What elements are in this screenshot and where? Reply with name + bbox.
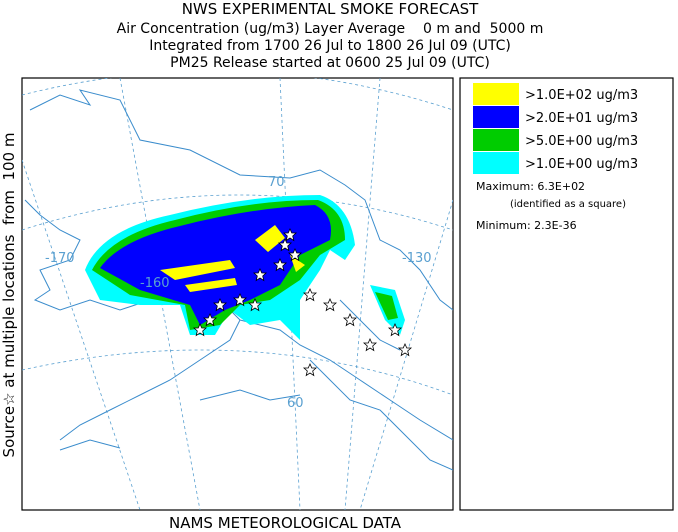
graticule-label: -170 xyxy=(45,251,75,266)
graticule-label: 70 xyxy=(268,175,285,190)
subtitle: Air Concentration (ug/m3) Layer Average … xyxy=(117,21,544,37)
map: 70 -170 -160 -130 60 xyxy=(21,77,454,511)
max-note: (identified as a square) xyxy=(510,199,626,210)
legend-label: >1.0E+02 ug/m3 xyxy=(525,88,638,103)
legend-label: >5.0E+00 ug/m3 xyxy=(525,134,638,149)
footer: NAMS METEOROLOGICAL DATA xyxy=(169,514,402,532)
graticule-label: -160 xyxy=(140,276,170,291)
legend-swatch xyxy=(473,129,519,151)
maximum: Maximum: 6.3E+02 xyxy=(476,180,585,193)
legend: Maximum: 6.3E+02 (identified as a square… xyxy=(459,77,674,511)
minimum: Minimum: 2.3E-36 xyxy=(476,219,577,232)
legend-label: >2.0E+01 ug/m3 xyxy=(525,111,638,126)
title: NWS EXPERIMENTAL SMOKE FORECAST xyxy=(182,0,479,18)
legend-swatch xyxy=(473,83,519,105)
legend-swatch xyxy=(473,152,519,174)
graticule-label: -130 xyxy=(402,251,432,266)
legend-swatch xyxy=(473,106,519,128)
subtitle: Integrated from 1700 26 Jul to 1800 26 J… xyxy=(149,38,511,54)
subtitle: PM25 Release started at 0600 25 Jul 09 (… xyxy=(170,55,490,71)
legend-label: >1.0E+00 ug/m3 xyxy=(525,157,638,172)
graticule-label: 60 xyxy=(287,396,304,411)
side-label: Source☆ at multiple locations from 100 m xyxy=(0,133,18,458)
